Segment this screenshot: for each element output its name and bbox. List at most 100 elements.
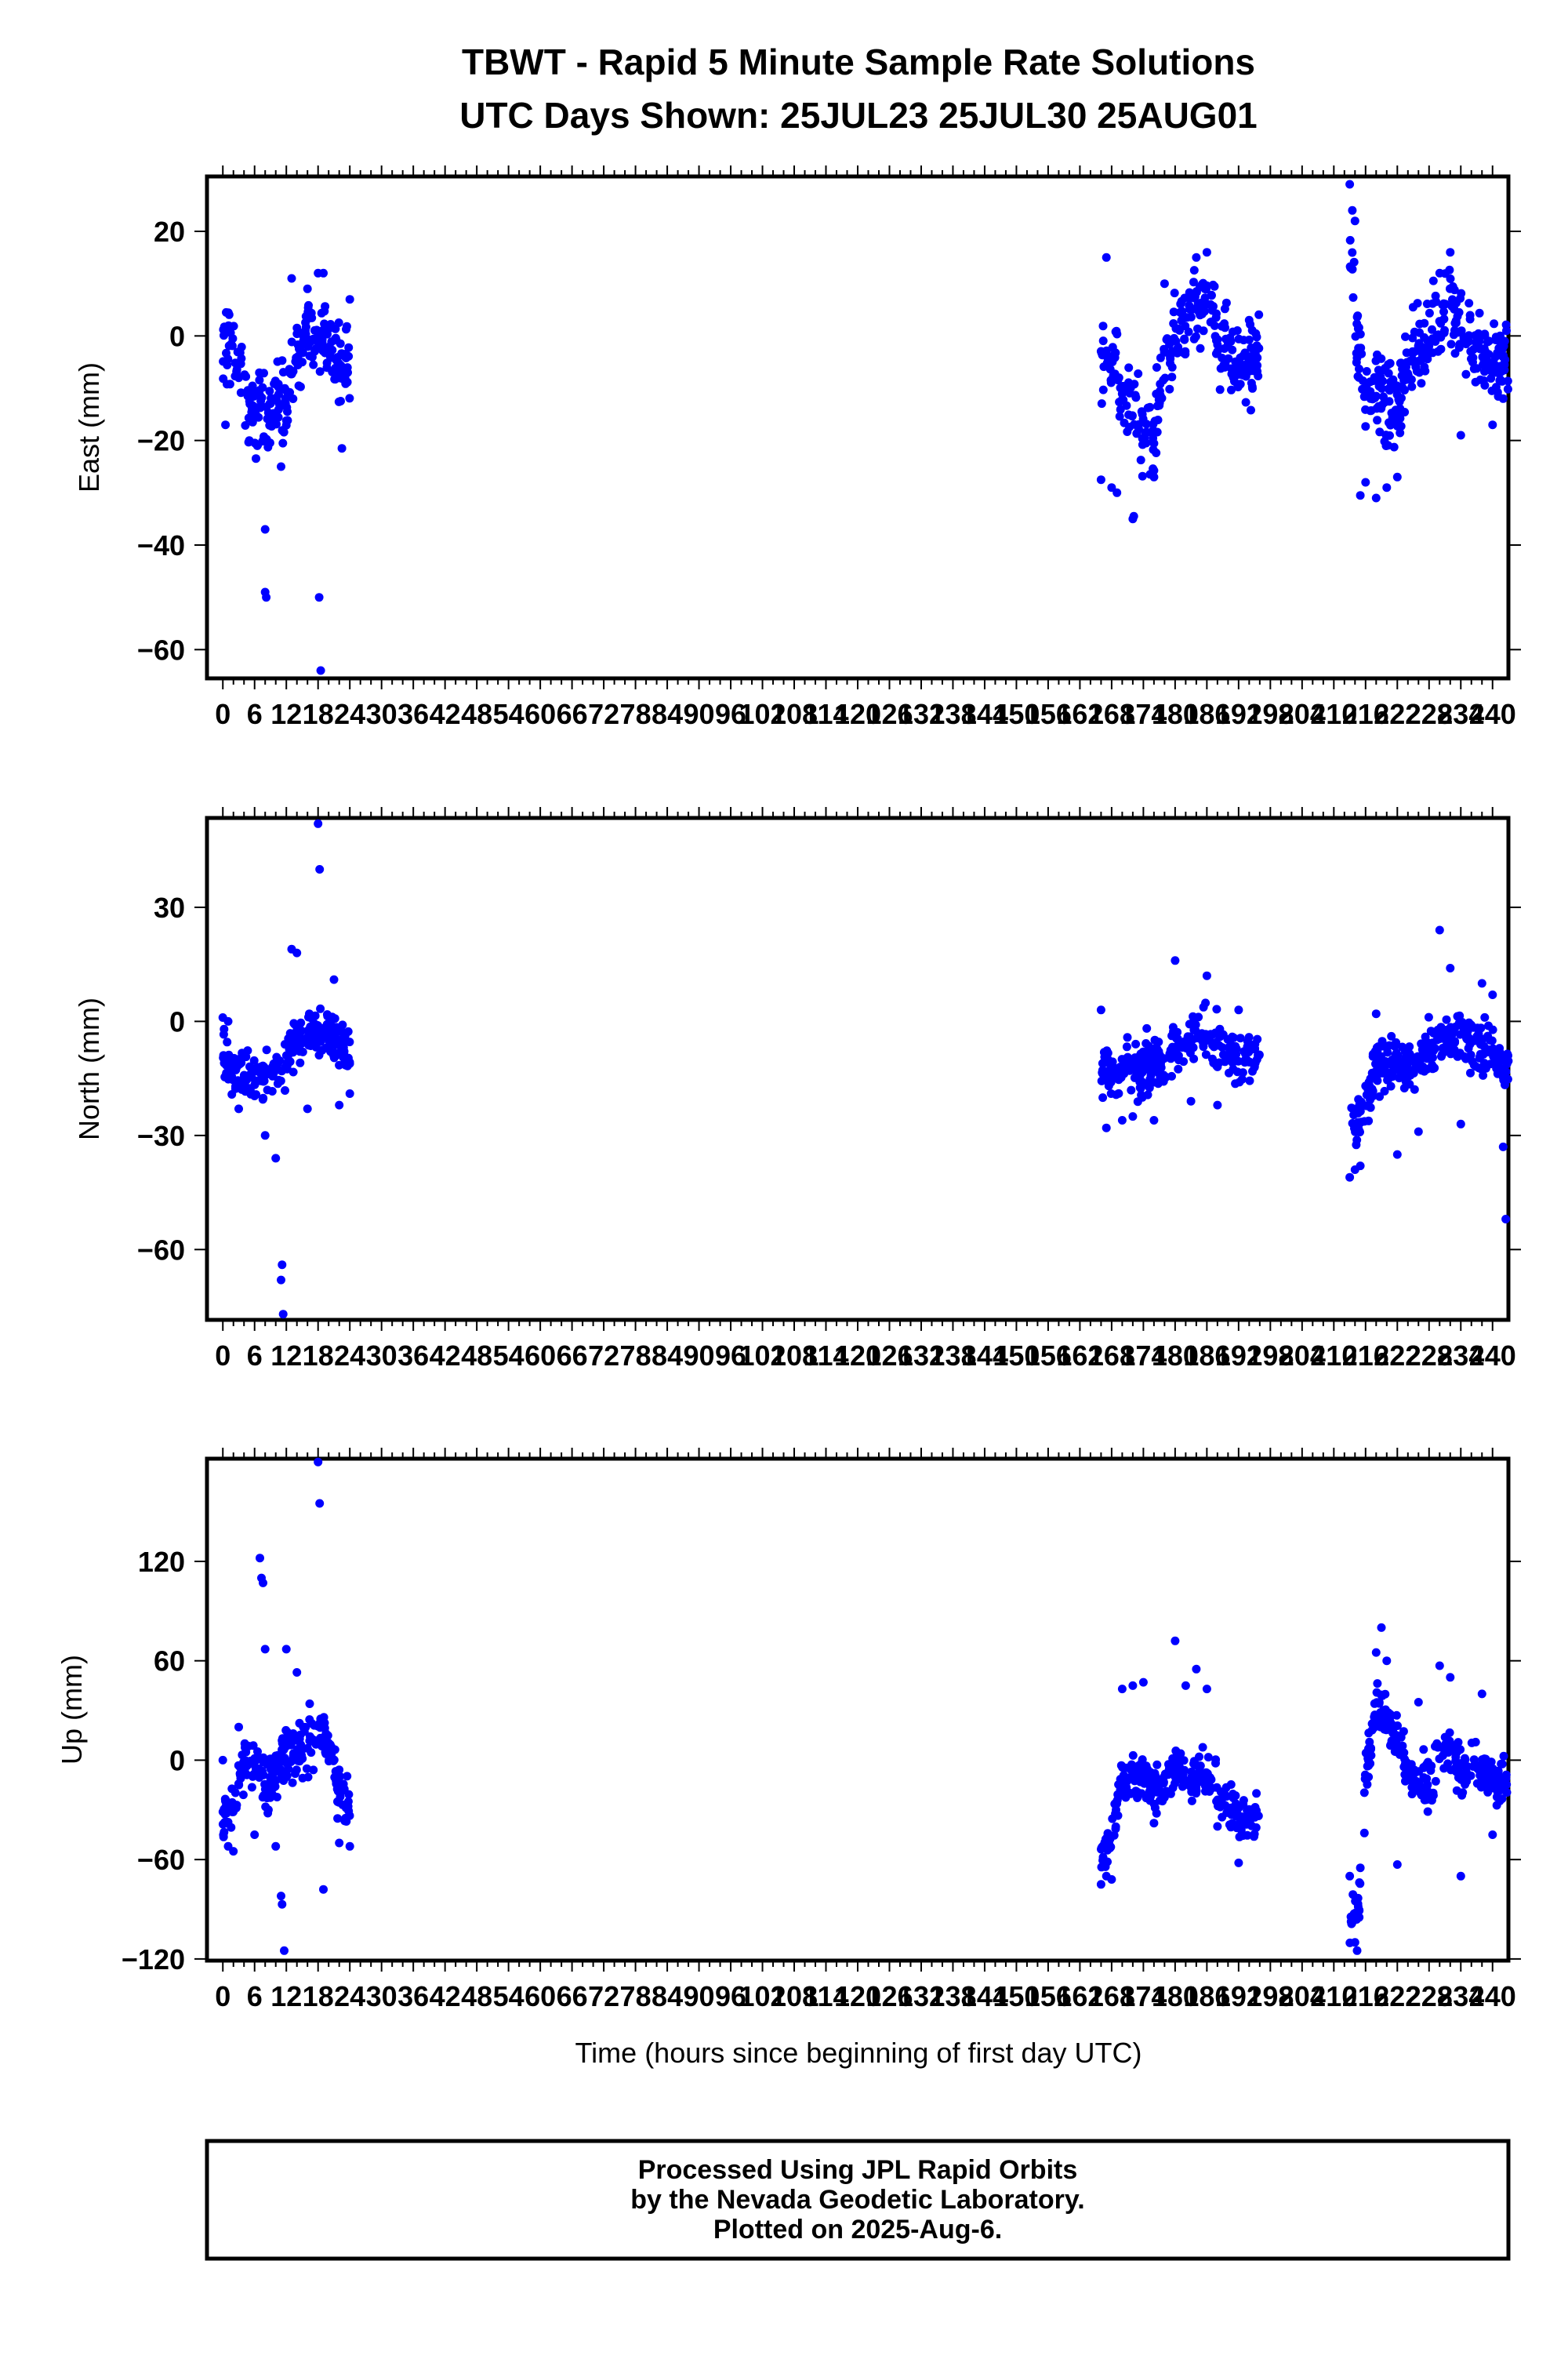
data-point xyxy=(1174,1051,1183,1060)
data-point xyxy=(260,1131,270,1140)
data-point xyxy=(1240,362,1250,371)
data-point xyxy=(1239,1796,1248,1805)
data-point xyxy=(1240,348,1250,358)
data-point xyxy=(1111,1822,1120,1831)
data-point xyxy=(1500,336,1509,346)
x-tick-label: 108 xyxy=(771,1980,818,2012)
data-point xyxy=(341,1813,350,1823)
data-point xyxy=(1451,1757,1461,1766)
data-point xyxy=(1154,1038,1163,1047)
data-point xyxy=(1215,385,1225,394)
data-point xyxy=(1446,340,1456,349)
data-point xyxy=(1471,377,1480,387)
data-point xyxy=(1428,1063,1437,1073)
data-point xyxy=(1149,1078,1159,1087)
data-point xyxy=(220,1794,230,1804)
data-point xyxy=(1241,398,1250,407)
x-tick-label: 132 xyxy=(898,1980,945,2012)
data-point xyxy=(1203,1753,1213,1762)
data-point xyxy=(1160,1793,1169,1802)
x-tick-label: 30 xyxy=(366,1339,397,1372)
data-point xyxy=(278,1260,287,1270)
data-point xyxy=(1150,1048,1160,1057)
footer-box xyxy=(205,2139,1511,2261)
x-tick-label: 180 xyxy=(1152,1980,1199,2012)
data-point xyxy=(252,454,260,463)
data-point xyxy=(315,367,325,376)
x-tick-label: 192 xyxy=(1215,1980,1262,2012)
data-point xyxy=(1252,1789,1261,1798)
x-tick-label: 0 xyxy=(215,698,230,730)
data-point xyxy=(339,1052,348,1062)
data-point xyxy=(330,1038,339,1047)
x-tick-label: 126 xyxy=(866,1339,913,1372)
data-point xyxy=(1213,1062,1222,1071)
data-point xyxy=(283,1058,292,1067)
data-point xyxy=(274,413,283,422)
data-point xyxy=(1127,1766,1136,1776)
data-point xyxy=(1473,1761,1482,1770)
data-point xyxy=(1243,1037,1252,1046)
data-point xyxy=(1185,1049,1195,1058)
data-point xyxy=(1486,1047,1496,1056)
data-point xyxy=(1116,405,1125,414)
data-point xyxy=(289,394,298,403)
x-tick-label: 24 xyxy=(334,1980,365,2012)
x-tick-label: 54 xyxy=(493,698,524,730)
data-point xyxy=(284,1765,293,1774)
data-point xyxy=(234,373,243,383)
data-point xyxy=(1486,1060,1495,1069)
data-point xyxy=(1116,1761,1126,1770)
data-point xyxy=(1145,1773,1155,1783)
data-point xyxy=(345,1057,354,1067)
data-point xyxy=(329,1053,339,1063)
data-point xyxy=(1435,1034,1444,1044)
data-point xyxy=(1403,375,1413,384)
data-point xyxy=(301,329,310,339)
data-point xyxy=(1098,1093,1108,1103)
data-point xyxy=(1348,293,1358,302)
data-point xyxy=(1240,1058,1250,1067)
x-tick-label: 78 xyxy=(620,698,652,730)
data-point xyxy=(323,1731,332,1740)
data-point xyxy=(1390,383,1399,392)
data-point xyxy=(1485,1781,1494,1790)
data-point xyxy=(1152,1760,1162,1769)
x-tick-label: 114 xyxy=(803,1339,848,1372)
y-tick-label: 20 xyxy=(154,216,185,248)
data-point xyxy=(1486,1757,1496,1767)
data-point xyxy=(1232,326,1242,335)
plot-frame-up xyxy=(205,1456,1511,1963)
data-point xyxy=(1228,345,1237,354)
x-tick-label: 198 xyxy=(1247,698,1294,730)
data-point xyxy=(255,368,264,377)
data-point xyxy=(322,1749,332,1758)
data-point xyxy=(1374,1698,1384,1707)
x-tick-label: 96 xyxy=(715,1980,746,2012)
data-point xyxy=(1489,358,1498,368)
data-point xyxy=(1173,1758,1182,1768)
data-point xyxy=(263,414,272,423)
data-point xyxy=(250,1830,260,1839)
data-point xyxy=(1429,336,1439,345)
data-point xyxy=(271,1154,281,1163)
data-point xyxy=(270,376,280,386)
data-point xyxy=(229,1807,238,1816)
data-point xyxy=(1381,398,1389,407)
data-point xyxy=(1439,307,1448,316)
data-point xyxy=(1134,1070,1143,1079)
x-tick-label: 36 xyxy=(397,1980,429,2012)
data-points-up xyxy=(218,1457,1512,1955)
data-point xyxy=(1134,1052,1144,1062)
data-point xyxy=(1218,354,1227,362)
data-point xyxy=(284,367,293,376)
data-point xyxy=(223,1016,233,1026)
data-point xyxy=(1475,308,1484,318)
data-point xyxy=(1428,325,1436,334)
data-point xyxy=(1117,1685,1127,1694)
data-point xyxy=(1391,405,1400,415)
x-tick-label: 186 xyxy=(1183,1339,1230,1372)
data-point xyxy=(1192,1783,1201,1792)
data-point xyxy=(1110,369,1120,379)
data-point xyxy=(1108,1073,1117,1082)
